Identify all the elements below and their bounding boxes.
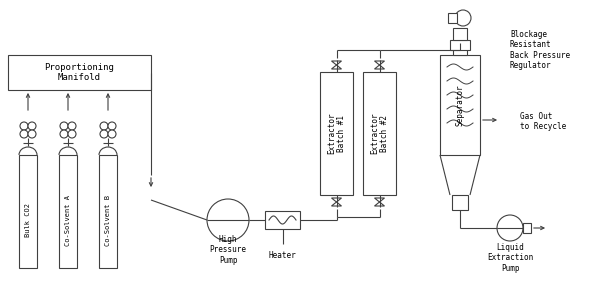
Bar bbox=[440, 55, 480, 155]
Circle shape bbox=[68, 122, 76, 130]
Bar bbox=[363, 72, 396, 195]
Circle shape bbox=[497, 215, 523, 241]
Bar bbox=[453, 43, 467, 55]
Bar bbox=[320, 72, 353, 195]
Circle shape bbox=[60, 130, 68, 138]
Text: Proportioning
Manifold: Proportioning Manifold bbox=[45, 63, 115, 82]
Text: Extractor
Batch #1: Extractor Batch #1 bbox=[327, 113, 346, 154]
Circle shape bbox=[455, 10, 471, 26]
Circle shape bbox=[207, 199, 249, 241]
Circle shape bbox=[108, 130, 116, 138]
Text: Blockage
Resistant
Back Pressure
Regulator: Blockage Resistant Back Pressure Regulat… bbox=[510, 30, 570, 70]
Circle shape bbox=[60, 122, 68, 130]
Polygon shape bbox=[332, 202, 341, 206]
Polygon shape bbox=[375, 202, 384, 206]
Polygon shape bbox=[332, 61, 341, 65]
Bar bbox=[448, 13, 457, 23]
Bar bbox=[59, 155, 77, 268]
Polygon shape bbox=[332, 65, 341, 69]
Polygon shape bbox=[332, 198, 341, 202]
Polygon shape bbox=[375, 198, 384, 202]
Circle shape bbox=[28, 122, 36, 130]
Text: Co-Solvent B: Co-Solvent B bbox=[105, 195, 111, 246]
Bar bbox=[265, 211, 300, 229]
Bar bbox=[523, 223, 531, 233]
Bar bbox=[8, 55, 151, 90]
Text: High
Pressure
Pump: High Pressure Pump bbox=[210, 235, 246, 265]
Text: Gas Out
to Recycle: Gas Out to Recycle bbox=[520, 112, 566, 131]
Circle shape bbox=[28, 130, 36, 138]
Bar bbox=[452, 195, 468, 210]
Bar bbox=[453, 28, 467, 40]
Circle shape bbox=[20, 122, 28, 130]
Text: Extractor
Batch #2: Extractor Batch #2 bbox=[370, 113, 389, 154]
Text: Heater: Heater bbox=[268, 250, 296, 260]
Circle shape bbox=[108, 122, 116, 130]
Bar bbox=[19, 155, 37, 268]
Text: Bulk CO2: Bulk CO2 bbox=[25, 203, 31, 237]
Polygon shape bbox=[375, 61, 384, 65]
Text: Co-Solvent A: Co-Solvent A bbox=[65, 195, 71, 246]
Bar bbox=[450, 40, 470, 50]
Text: Liquid
Extraction
Pump: Liquid Extraction Pump bbox=[487, 243, 533, 273]
Polygon shape bbox=[375, 65, 384, 69]
Bar bbox=[99, 155, 117, 268]
Circle shape bbox=[68, 130, 76, 138]
Circle shape bbox=[20, 130, 28, 138]
Text: Separator: Separator bbox=[455, 84, 465, 126]
Circle shape bbox=[100, 130, 108, 138]
Circle shape bbox=[100, 122, 108, 130]
